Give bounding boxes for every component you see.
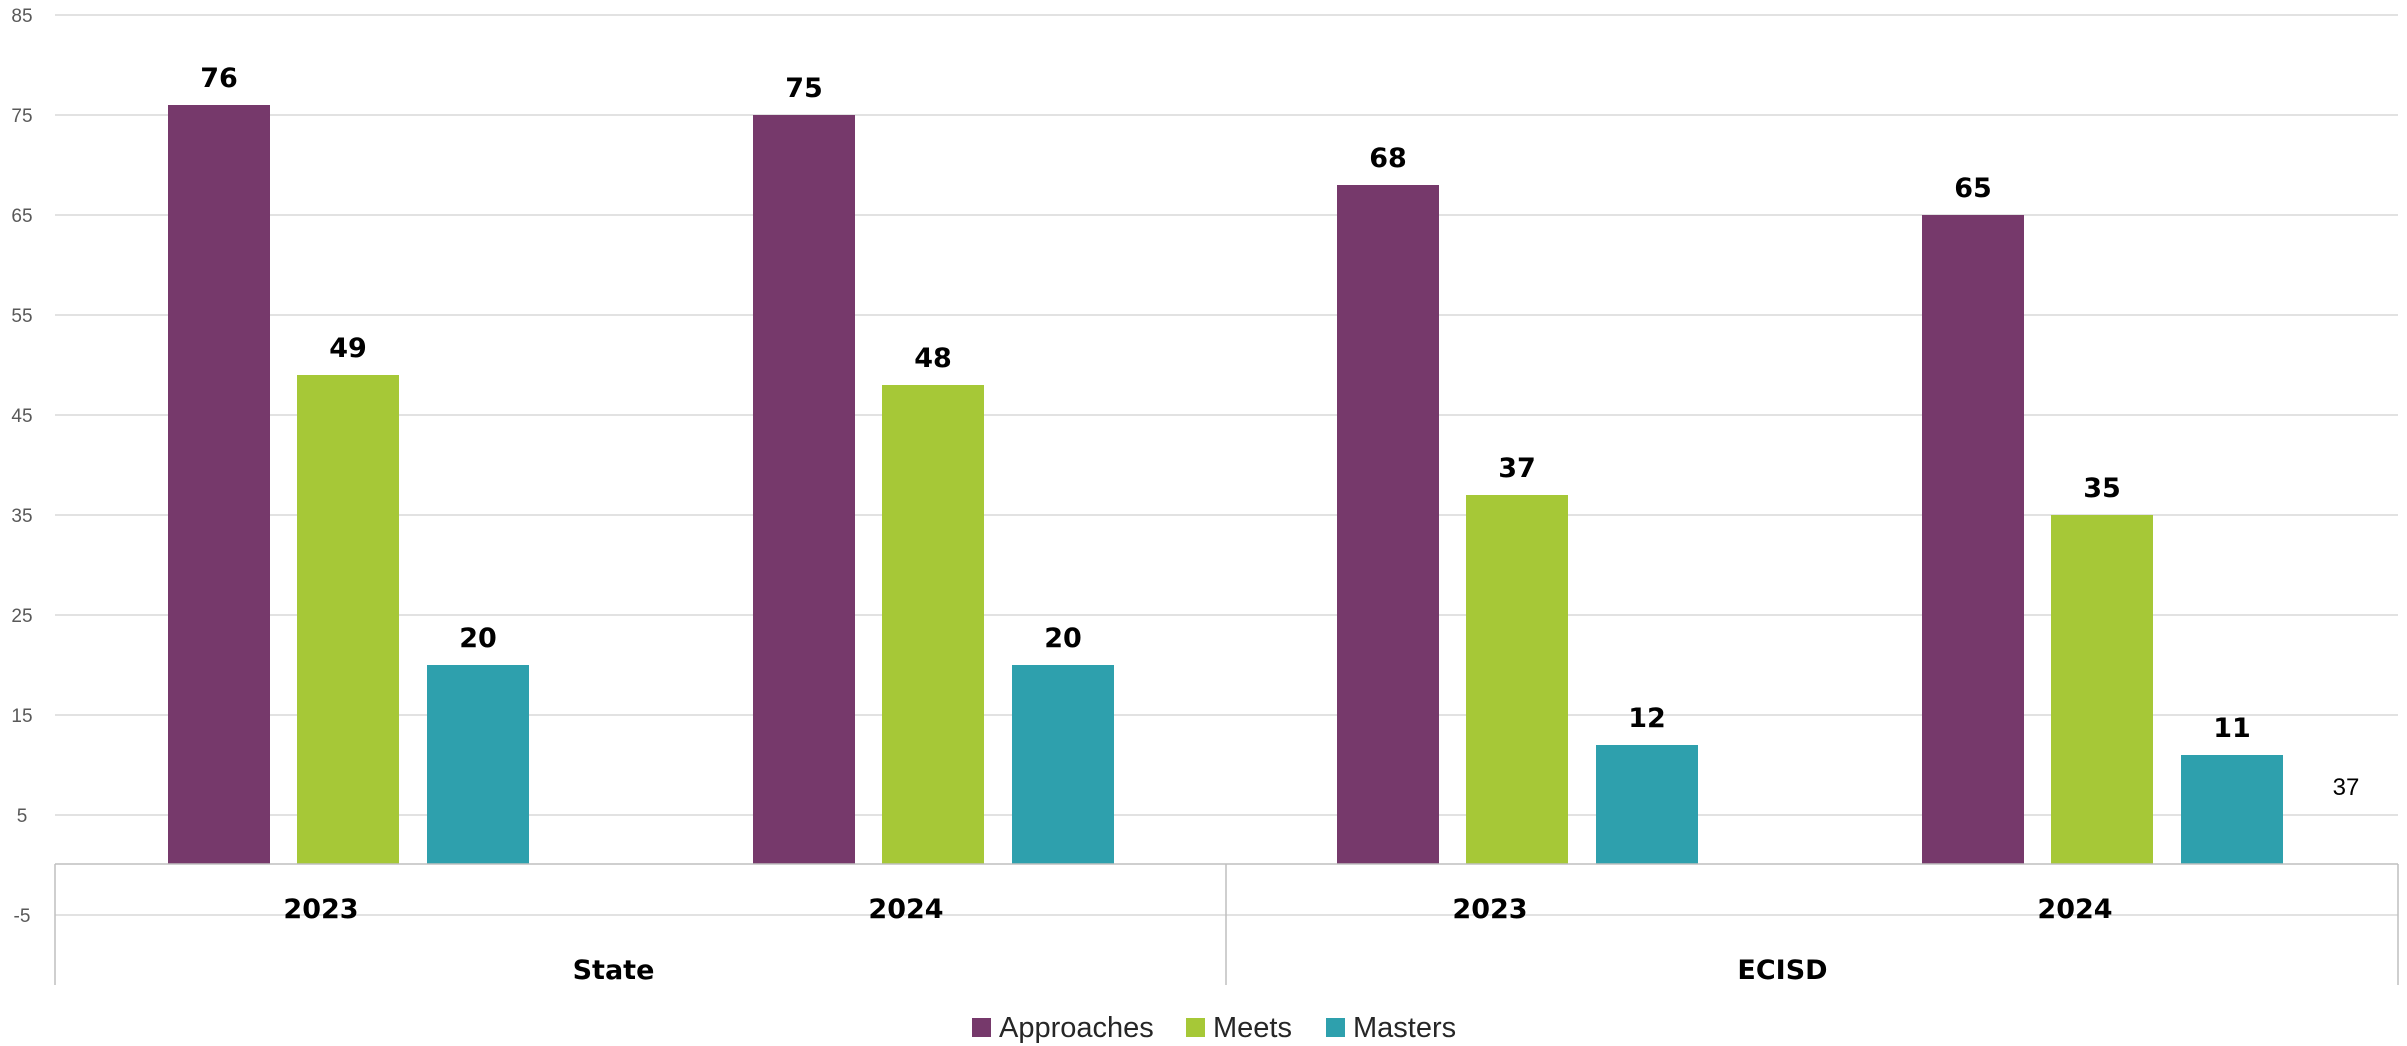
y-tick-label: 65 xyxy=(11,206,32,227)
y-tick-label: 85 xyxy=(11,6,32,27)
legend-label: Meets xyxy=(1213,1012,1292,1044)
group-label-ecisd: ECISD xyxy=(1737,955,1827,986)
data-label: 12 xyxy=(1628,703,1666,734)
data-label: 48 xyxy=(914,343,952,374)
bar-approaches xyxy=(1337,185,1439,864)
bar-approaches xyxy=(753,115,855,864)
data-label: 20 xyxy=(1044,623,1082,654)
category-axis: 2023 2024 2023 2024 State ECISD xyxy=(54,863,2399,986)
data-labels: 76 75 68 65 49 48 37 35 20 20 12 11 xyxy=(200,63,2251,744)
legend-item-meets[interactable]: Meets xyxy=(1186,1012,1292,1044)
bar-masters xyxy=(1012,665,1114,864)
bar-meets xyxy=(297,375,399,864)
data-label: 75 xyxy=(785,73,823,104)
bar-approaches xyxy=(1922,215,2024,864)
legend-swatch xyxy=(1326,1018,1345,1037)
legend-label: Approaches xyxy=(999,1012,1154,1044)
data-label: 11 xyxy=(2213,713,2251,744)
legend-item-masters[interactable]: Masters xyxy=(1326,1012,1456,1044)
data-label: 37 xyxy=(1498,453,1536,484)
bars xyxy=(168,105,2283,864)
legend[interactable]: Approaches Meets Masters xyxy=(972,1012,1456,1044)
legend-label: Masters xyxy=(1353,1012,1456,1044)
data-label: 68 xyxy=(1369,143,1407,174)
y-tick-label: 45 xyxy=(11,406,32,427)
bar-masters xyxy=(1596,745,1698,864)
bar-masters xyxy=(427,665,529,864)
y-tick-label: 35 xyxy=(11,506,32,527)
category-label: 2024 xyxy=(868,894,943,925)
bar-masters xyxy=(2181,755,2283,864)
data-label: 65 xyxy=(1954,173,1992,204)
bar-meets xyxy=(2051,515,2153,864)
group-label-state: State xyxy=(573,955,655,986)
data-label: 49 xyxy=(329,333,367,364)
gridlines xyxy=(55,14,2398,916)
y-axis-labels: 85 75 65 55 45 35 25 15 5 -5 xyxy=(11,6,32,927)
bar-approaches xyxy=(168,105,270,864)
y-tick-label: 25 xyxy=(11,606,32,627)
y-tick-label: 5 xyxy=(17,806,28,827)
legend-item-approaches[interactable]: Approaches xyxy=(972,1012,1154,1044)
category-label: 2023 xyxy=(283,894,358,925)
bar-meets xyxy=(882,385,984,864)
y-tick-label: 75 xyxy=(11,106,32,127)
legend-swatch xyxy=(1186,1018,1205,1037)
y-tick-label: -5 xyxy=(14,906,31,927)
legend-swatch xyxy=(972,1018,991,1037)
data-label: 35 xyxy=(2083,473,2121,504)
category-label: 2023 xyxy=(1452,894,1527,925)
y-tick-label: 55 xyxy=(11,306,32,327)
stray-value-label: 37 xyxy=(2333,774,2360,801)
y-tick-label: 15 xyxy=(11,706,32,727)
data-label: 76 xyxy=(200,63,238,94)
data-label: 20 xyxy=(459,623,497,654)
bar-meets xyxy=(1466,495,1568,864)
category-label: 2024 xyxy=(2037,894,2112,925)
